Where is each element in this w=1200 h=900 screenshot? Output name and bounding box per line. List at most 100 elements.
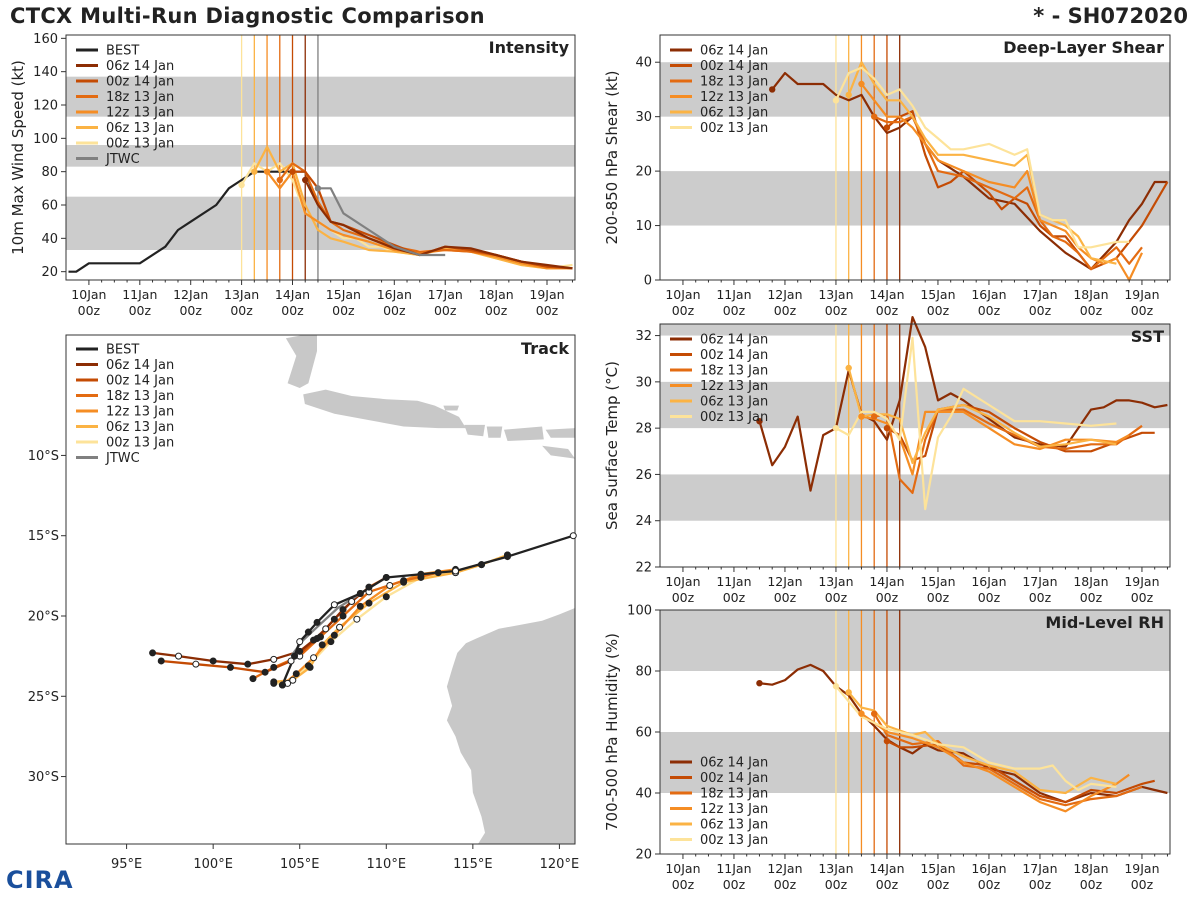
chart-track: 95°E 100°E 105°E 110°E 115°E 120°E 10°S 15°S 20°… [28,334,580,872]
legend-label: 06z 14 Jan [700,44,768,59]
chart-deep-layer-shear: 10Jan00z11Jan00z12Jan00z13Jan00z14Jan00z… [603,34,1171,318]
plot-frame [659,34,1171,281]
init-marker [858,80,865,88]
lon-tick-label: 95°E [111,857,142,872]
series-line-00z-13-jan [835,66,1130,249]
track-point [318,641,326,649]
track-point [270,655,278,663]
x-tick-label: 12Jan [767,861,802,876]
y-tick-label: 40 [635,787,652,802]
track-point [289,676,297,684]
y-axis-label: 700-500 hPa Humidity (%) [603,633,621,831]
init-marker [871,413,878,420]
track-point [292,670,300,678]
series-line-00z-13-jan [835,336,1117,511]
legend-label: 18z 13 Jan [106,389,174,404]
y-tick-label: 160 [33,32,58,47]
x-tick-label: 00z [978,303,1001,318]
x-tick-label: 00z [927,303,950,318]
track-point [278,681,286,689]
page-title: CTCX Multi-Run Diagnostic Comparison [10,4,485,28]
shaded-band [660,324,1170,336]
track-point [306,663,314,671]
lon-tick-label: 100°E [193,857,233,872]
x-tick-label: 00z [927,877,950,892]
x-tick-label: 00z [825,303,848,318]
track-point [249,675,257,683]
x-tick-label: 00z [774,877,797,892]
track-point [330,615,338,623]
init-marker [845,689,852,696]
series-line-12z-13-jan [860,712,1130,813]
lat-tick-label: 20°S [28,609,59,624]
shaded-band [660,732,1170,793]
x-tick-label: 00z [230,303,253,318]
y-tick-label: 20 [635,165,652,180]
map-frame [65,334,576,845]
x-tick-label: 19Jan [1124,287,1159,302]
x-tick-label: 00z [876,303,899,318]
shaded-band [66,76,575,117]
lon-tick-label: 120°E [540,857,580,872]
init-marker [251,168,258,175]
x-tick-label: 18Jan [1073,574,1108,589]
series-line-12z-13-jan [861,410,1130,476]
init-marker [871,710,878,717]
init-marker [289,168,296,175]
series-line-18z-13-jan [873,713,1143,807]
legend-label: 06z 13 Jan [106,121,174,136]
panel-title: Track [521,339,569,358]
lat-tick-label: 30°S [28,770,59,785]
y-tick-label: 30 [635,110,652,125]
track-point [336,623,344,631]
y-tick-label: 80 [635,665,652,680]
track-point [287,657,295,665]
x-tick-label: 00z [434,303,457,318]
series-line-06z-13-jan [253,145,573,270]
legend-label: 06z 14 Jan [700,756,768,771]
chart-sst: 10Jan00z11Jan00z12Jan00z13Jan00z14Jan00z… [603,316,1171,605]
x-tick-label: 10Jan [665,574,700,589]
x-tick-label: 00z [332,303,355,318]
panel-title: Mid-Level RH [1045,613,1164,632]
track-point [339,612,347,620]
track-point [382,573,390,581]
x-tick-label: 00z [78,303,101,318]
legend-label: 12z 13 Jan [700,90,768,105]
track-point [356,602,364,610]
y-tick-label: 20 [635,848,652,863]
x-tick-label: 00z [672,303,695,318]
x-tick-label: 13Jan [818,287,853,302]
cira-logo: CIRA [6,866,74,894]
x-tick-label: 00z [978,877,1001,892]
x-tick-label: 16Jan [971,287,1006,302]
legend-label: 06z 13 Jan [700,106,768,121]
madura-island [443,405,459,411]
x-tick-label: 12Jan [173,287,208,302]
track-point [296,647,304,655]
series-line-18z-13-jan [873,115,1143,271]
legend-label: 06z 13 Jan [106,420,174,435]
track-point [348,598,356,606]
sumatra-island [285,335,317,388]
lon-tick-label: 105°E [280,857,320,872]
x-tick-label: 00z [927,590,950,605]
y-tick-label: 26 [635,468,652,483]
legend-label: JTWC [105,451,140,466]
y-tick-label: 40 [635,56,652,71]
lombok-island [486,426,503,438]
sumbawa-island [504,426,544,441]
x-tick-label: 00z [825,590,848,605]
australia-landmass [446,608,575,844]
y-tick-label: 40 [41,232,58,247]
track-point [434,569,442,577]
track-point [353,615,361,623]
x-tick-label: 16Jan [971,574,1006,589]
init-marker [832,424,840,432]
x-tick-label: 00z [179,303,202,318]
x-tick-label: 00z [723,590,746,605]
x-tick-label: 11Jan [716,574,751,589]
x-tick-label: 00z [485,303,508,318]
legend-label: 06z 14 Jan [106,358,174,373]
y-tick-label: 10 [635,219,652,234]
